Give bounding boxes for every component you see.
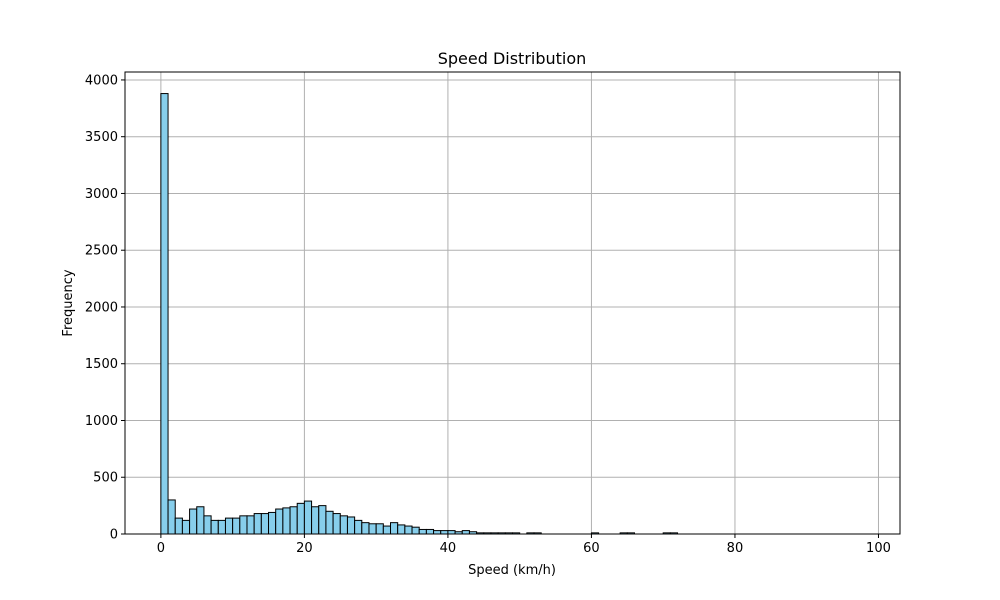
histogram-bar [440, 530, 449, 535]
x-axis-ticks: 0 20 40 60 80 100 [157, 534, 891, 556]
x-tick-label: 40 [440, 541, 457, 556]
histogram-bar [210, 519, 219, 535]
plot-frame [124, 71, 901, 535]
histogram-bar [167, 499, 176, 535]
histogram-bar [289, 506, 298, 535]
histogram-bar [368, 523, 377, 535]
histogram-bar [224, 517, 234, 535]
histogram-bar [346, 516, 356, 535]
y-tick-label: 3000 [85, 187, 118, 202]
histogram-bar [382, 525, 392, 535]
y-tick-label: 4000 [85, 73, 118, 88]
histogram-bar [181, 519, 191, 535]
histogram-bar [268, 511, 277, 535]
histogram-bar [447, 530, 456, 535]
x-tick-label: 20 [296, 541, 313, 556]
histogram-bar [253, 513, 262, 535]
histogram-bar [425, 528, 435, 535]
histogram-bar [411, 526, 420, 535]
histogram-bar [332, 513, 341, 535]
y-axis-label: Frequency [61, 269, 76, 336]
histogram-bar [189, 508, 198, 535]
histogram-bar [461, 530, 470, 535]
x-tick-label: 100 [866, 541, 891, 556]
histogram-bar [296, 502, 305, 535]
histogram-bar [232, 517, 241, 535]
histogram-bar [433, 530, 442, 535]
x-tick-label: 80 [727, 541, 744, 556]
y-tick-label: 3500 [85, 130, 118, 145]
histogram-bar [390, 522, 399, 535]
histogram-bar [303, 500, 313, 535]
histogram-bar [260, 513, 270, 535]
histogram-bar [203, 515, 212, 535]
histogram-bar [275, 508, 284, 535]
histogram-bar [160, 93, 169, 535]
y-tick-label: 0 [110, 528, 118, 543]
histogram-bar [239, 515, 248, 535]
y-axis-ticks: 0 500 1000 1500 2000 2500 3000 3500 4000 [85, 73, 125, 543]
histogram-bar [354, 519, 363, 535]
y-tick-label: 2000 [85, 300, 118, 315]
plot-area [125, 72, 900, 534]
x-axis-label: Speed (km/h) [468, 563, 556, 578]
histogram-bar [418, 528, 427, 535]
histogram-bar [282, 507, 291, 535]
y-tick-label: 1500 [85, 357, 118, 372]
histogram-bar [375, 523, 384, 535]
x-tick-label: 0 [157, 541, 165, 556]
histogram-bar [246, 515, 255, 535]
y-tick-label: 2500 [85, 244, 118, 259]
histogram-bar [217, 519, 226, 535]
histogram-bar [318, 505, 327, 535]
histogram-bar [397, 524, 406, 535]
grid-lines [125, 72, 900, 535]
histogram-bar [325, 510, 334, 535]
histogram-bar [311, 506, 320, 535]
histogram-bar [361, 522, 370, 535]
chart-title: Speed Distribution [438, 49, 587, 68]
histogram-bar [404, 525, 413, 535]
y-tick-label: 1000 [85, 414, 118, 429]
histogram-bar [196, 506, 205, 535]
histogram-bar [174, 517, 183, 535]
histogram-bar [339, 515, 348, 535]
x-tick-label: 60 [583, 541, 600, 556]
y-tick-label: 500 [93, 471, 118, 486]
